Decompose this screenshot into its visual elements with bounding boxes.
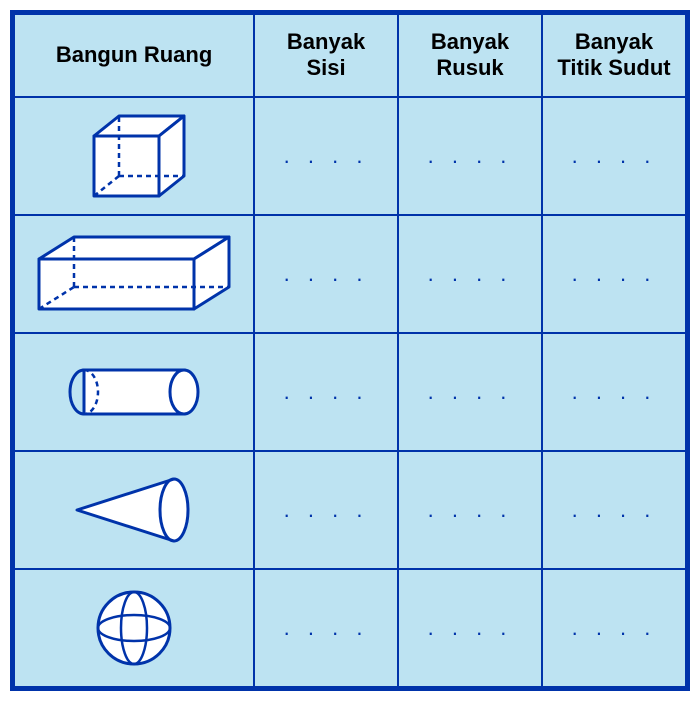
shape-cell-prism bbox=[14, 215, 254, 333]
table-row: . . . . . . . . . . . . bbox=[14, 333, 686, 451]
cell-value: . . . . bbox=[398, 569, 542, 687]
cell-value: . . . . bbox=[254, 97, 398, 215]
header-sisi-l2: Sisi bbox=[307, 55, 346, 80]
shape-cell-sphere bbox=[14, 569, 254, 687]
shape-cell-cube bbox=[14, 97, 254, 215]
cube-icon bbox=[69, 106, 199, 206]
shapes-table: Bangun Ruang Banyak Sisi Banyak Rusuk Ba… bbox=[13, 13, 687, 688]
header-shape: Bangun Ruang bbox=[14, 14, 254, 97]
header-rusuk-l1: Banyak bbox=[431, 29, 509, 54]
header-sudut-l1: Banyak bbox=[575, 29, 653, 54]
header-rusuk: Banyak Rusuk bbox=[398, 14, 542, 97]
cell-value: . . . . bbox=[254, 333, 398, 451]
cell-value: . . . . bbox=[542, 333, 686, 451]
header-sudut-l2: Titik Sudut bbox=[557, 55, 670, 80]
cell-value: . . . . bbox=[254, 451, 398, 569]
header-row: Bangun Ruang Banyak Sisi Banyak Rusuk Ba… bbox=[14, 14, 686, 97]
shape-cell-cone bbox=[14, 451, 254, 569]
header-sudut: Banyak Titik Sudut bbox=[542, 14, 686, 97]
cone-icon bbox=[59, 465, 209, 555]
cell-value: . . . . bbox=[398, 451, 542, 569]
cell-value: . . . . bbox=[398, 97, 542, 215]
cell-value: . . . . bbox=[542, 215, 686, 333]
cell-value: . . . . bbox=[398, 333, 542, 451]
table-wrapper: Bangun Ruang Banyak Sisi Banyak Rusuk Ba… bbox=[10, 10, 690, 691]
table-row: . . . . . . . . . . . . bbox=[14, 97, 686, 215]
cell-value: . . . . bbox=[254, 215, 398, 333]
cell-value: . . . . bbox=[542, 97, 686, 215]
header-rusuk-l2: Rusuk bbox=[436, 55, 503, 80]
table-row: . . . . . . . . . . . . bbox=[14, 451, 686, 569]
table-row: . . . . . . . . . . . . bbox=[14, 569, 686, 687]
cell-value: . . . . bbox=[542, 569, 686, 687]
cell-value: . . . . bbox=[254, 569, 398, 687]
header-sisi-l1: Banyak bbox=[287, 29, 365, 54]
header-sisi: Banyak Sisi bbox=[254, 14, 398, 97]
cylinder-icon bbox=[59, 347, 209, 437]
prism-icon bbox=[29, 229, 239, 319]
cell-value: . . . . bbox=[542, 451, 686, 569]
cell-value: . . . . bbox=[398, 215, 542, 333]
table-row: . . . . . . . . . . . . bbox=[14, 215, 686, 333]
shape-cell-cylinder bbox=[14, 333, 254, 451]
sphere-icon bbox=[84, 583, 184, 673]
